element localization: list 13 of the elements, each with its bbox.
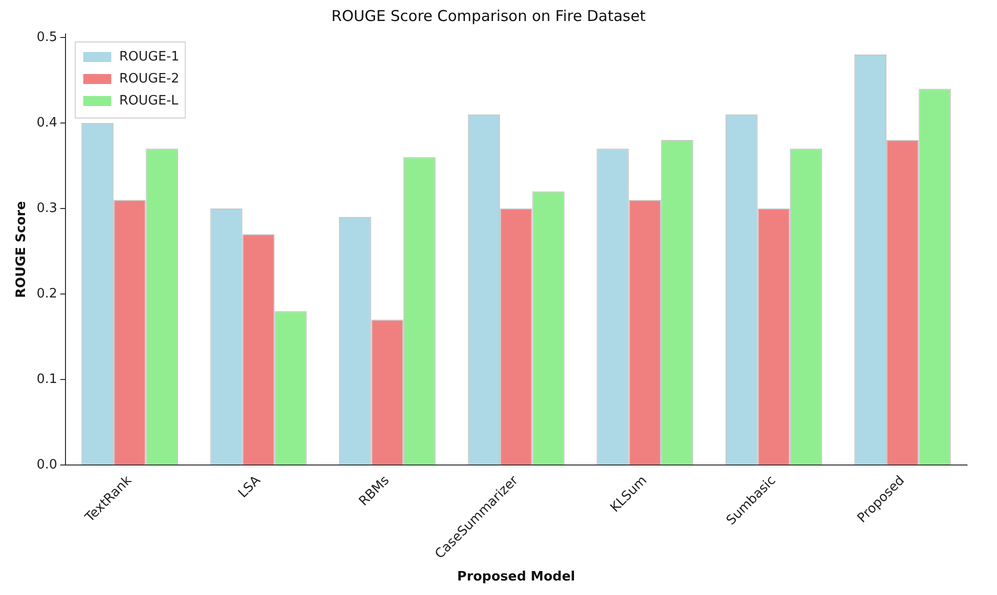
y-tick-label: 0.3 xyxy=(36,200,58,216)
y-tick-label: 0.2 xyxy=(36,286,58,302)
y-tick-label: 0.1 xyxy=(36,372,58,387)
y-tick-label: 0.0 xyxy=(36,457,58,472)
x-tick-label: LSA xyxy=(236,473,264,502)
x-axis-title: Proposed Model xyxy=(457,570,576,585)
y-axis-title: ROUGE Score xyxy=(14,200,30,298)
legend-label: ROUGE-L xyxy=(119,93,180,108)
y-tick-label: 0.4 xyxy=(36,115,58,130)
legend-label: ROUGE-2 xyxy=(119,71,180,86)
y-tick-label: 0.5 xyxy=(36,30,58,45)
chart-title: ROUGE Score Comparison on Fire Dataset xyxy=(331,6,646,25)
legend-label: ROUGE-1 xyxy=(119,49,180,64)
